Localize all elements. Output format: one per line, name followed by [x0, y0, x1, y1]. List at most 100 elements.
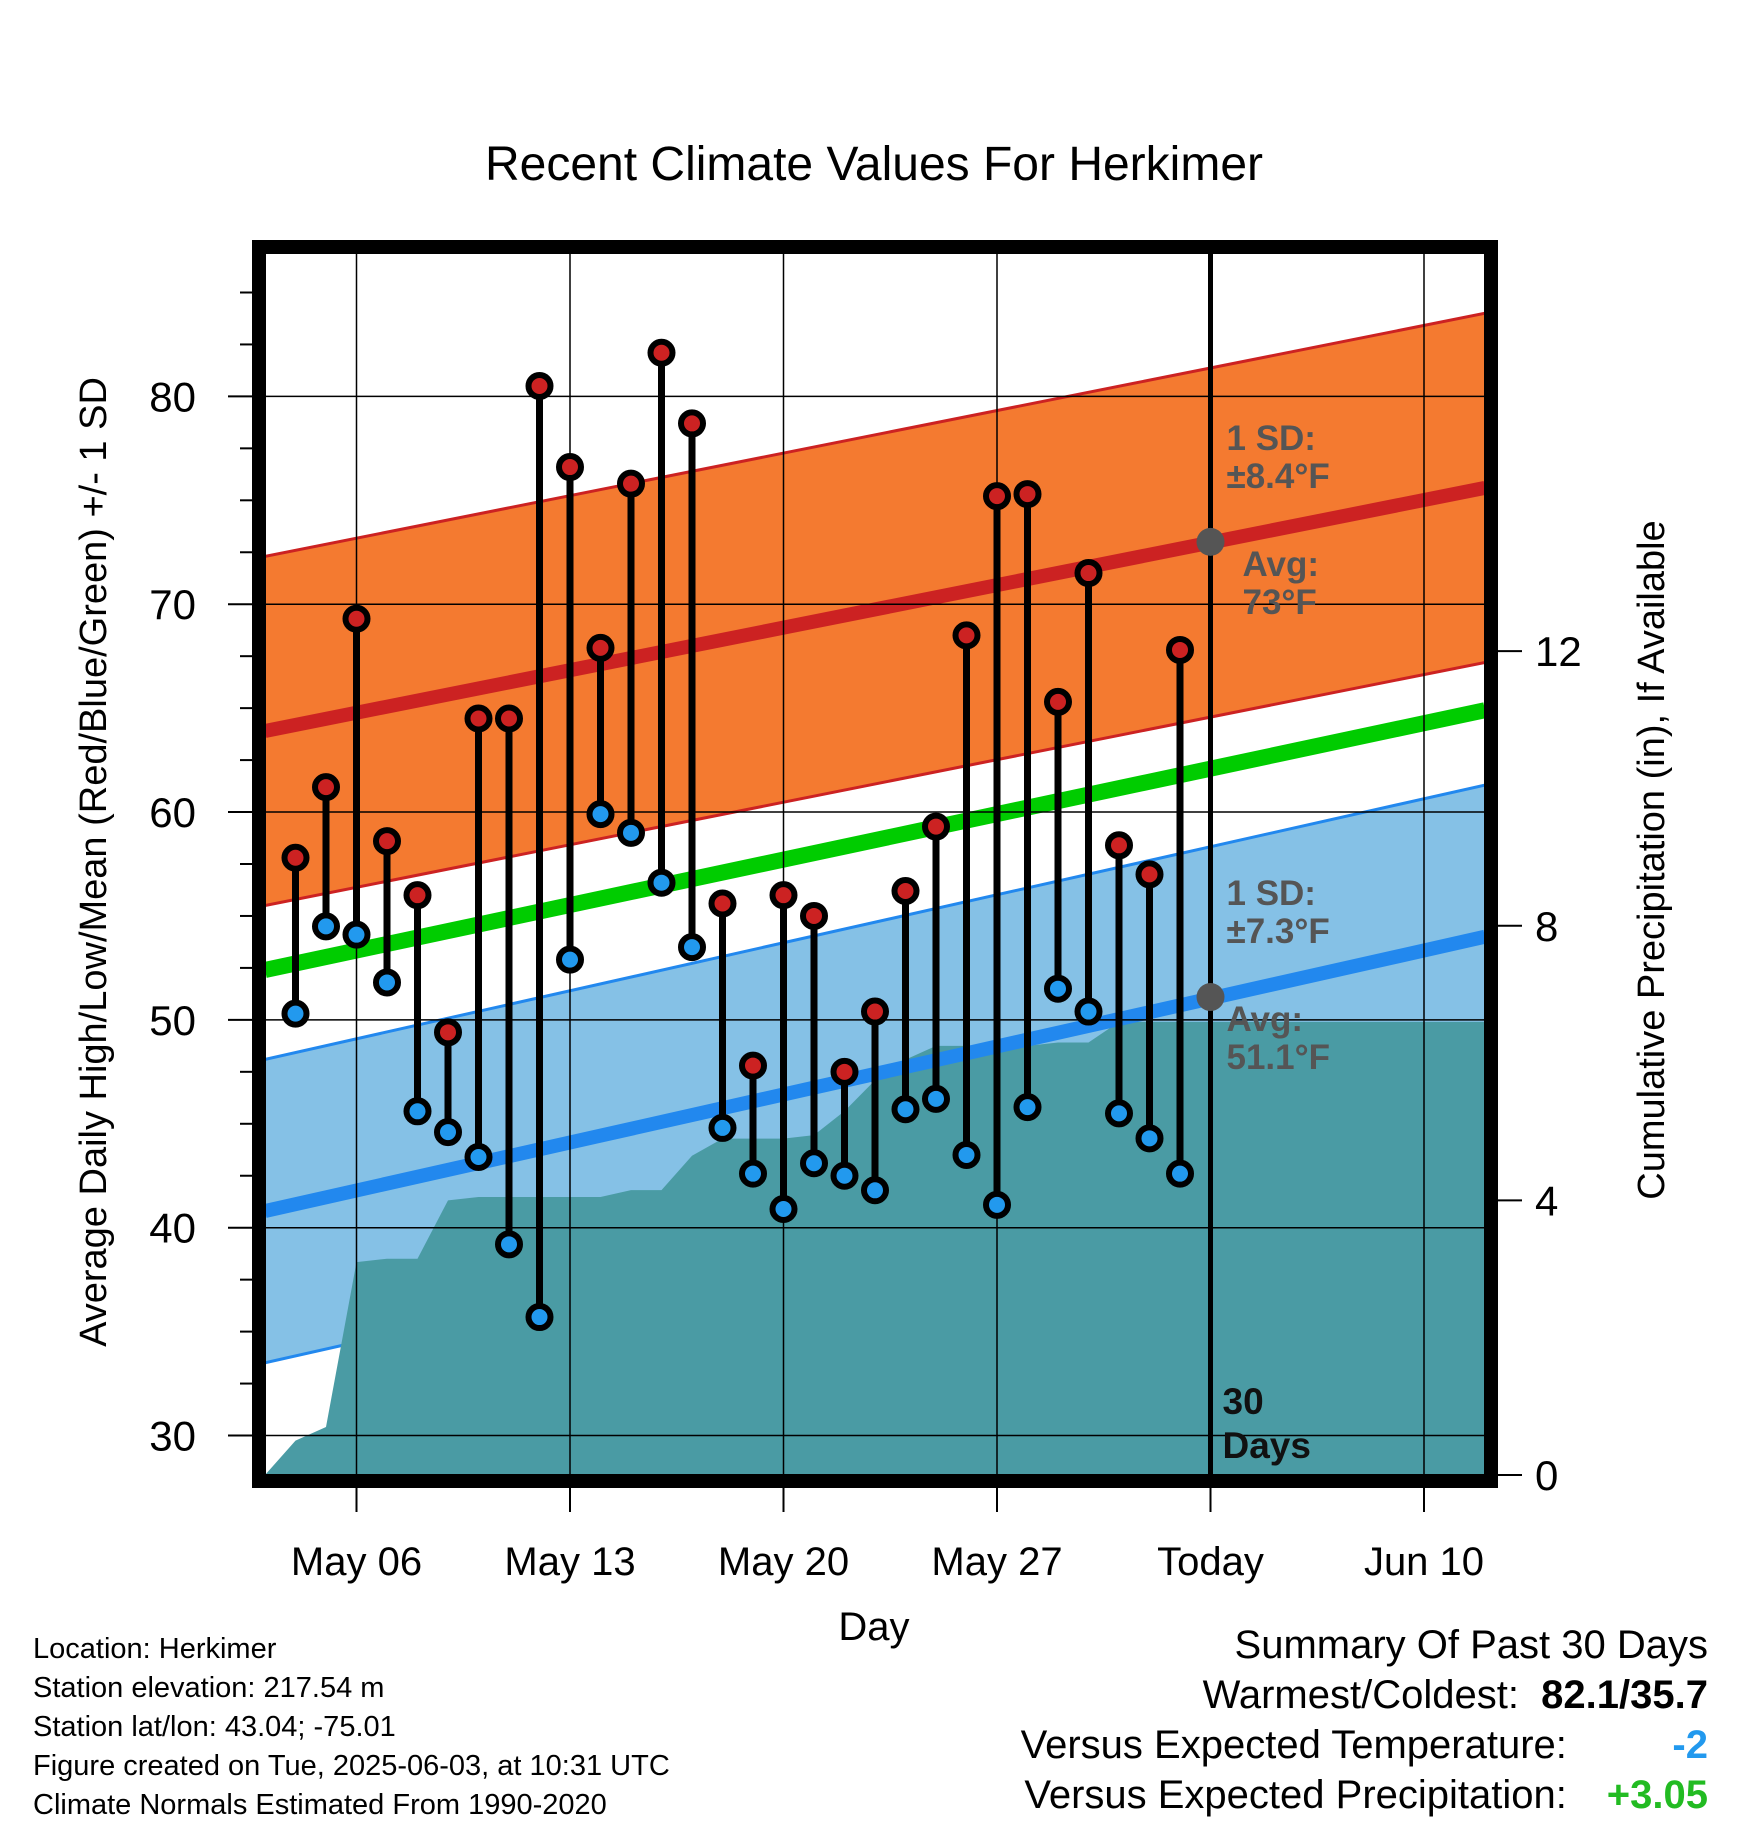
daily-low-point: [1074, 997, 1103, 1026]
summary-temp-label: Versus Expected Temperature:: [1020, 1723, 1567, 1767]
x-tick-label: May 20: [718, 1540, 849, 1584]
normal-high-line: [265, 480, 1485, 738]
plot-frame: [252, 240, 1498, 1488]
daily-low-point: [556, 945, 584, 974]
daily-high-point: [922, 812, 950, 841]
daily-high-point: [678, 409, 706, 438]
station-info: Location: Herkimer Station elevation: 21…: [33, 1630, 670, 1825]
y-axis-label: Average Daily High/Low/Mean (Red/Blue/Gr…: [73, 377, 115, 1347]
daily-low-point: [434, 1118, 462, 1147]
y2-tick-label: 0: [1535, 1452, 1558, 1499]
daily-low-point: [1044, 974, 1072, 1003]
normal-low-sd-band-upper-edge: [265, 783, 1485, 1061]
location-text: Location: Herkimer: [33, 1633, 277, 1665]
daily-low-point: [952, 1140, 981, 1169]
daily-low-point: [312, 912, 340, 941]
daily-low-point: [373, 968, 401, 997]
low-sd-annotation: 1 SD: ±7.3°F: [1227, 874, 1330, 951]
y2-tick-label: 4: [1535, 1177, 1558, 1224]
daily-low-point: [647, 868, 676, 897]
daily-high-point: [1074, 559, 1103, 588]
daily-low-point: [830, 1161, 859, 1190]
daily-high-point: [830, 1057, 859, 1086]
daily-high-point: [983, 482, 1011, 511]
y-tick-label: 40: [149, 1205, 196, 1252]
daily-low-point: [769, 1194, 798, 1223]
high-avg-annotation: Avg: 73°F: [1243, 545, 1319, 622]
daily-low-point: [983, 1190, 1011, 1219]
summary-temp-value: -2: [1672, 1723, 1708, 1767]
daily-high-point: [281, 843, 310, 872]
daily-low-point: [891, 1095, 920, 1124]
x-tick-label: Jun 10: [1364, 1540, 1484, 1584]
daily-high-point: [403, 881, 432, 910]
daily-high-point: [1044, 687, 1072, 716]
today-low-avg-point: [1196, 983, 1225, 1012]
x-tick-label: May 27: [931, 1540, 1062, 1584]
daily-low-point: [1105, 1099, 1133, 1128]
daily-low-point: [342, 920, 371, 949]
daily-high-point: [525, 372, 554, 401]
daily-high-point: [739, 1051, 767, 1080]
x-tick-label: May 06: [291, 1540, 422, 1584]
daily-low-point: [861, 1176, 889, 1205]
period-label: 30 Days: [1223, 1381, 1311, 1466]
summary-panel: Summary Of Past 30 Days Warmest/Coldest:…: [1021, 1620, 1708, 1820]
daily-low-point: [1135, 1124, 1164, 1153]
x-tick-label: Today: [1157, 1540, 1264, 1584]
daily-high-point: [342, 604, 371, 633]
daily-high-point: [800, 901, 828, 930]
high-sd-annotation: 1 SD: ±8.4°F: [1227, 419, 1330, 496]
daily-low-point: [586, 800, 615, 829]
daily-high-point: [769, 881, 798, 910]
daily-high-point: [952, 621, 981, 650]
y-tick-label: 80: [149, 373, 196, 420]
summary-warmest-label: Warmest/Coldest:: [1202, 1673, 1519, 1717]
normal-mean-line: [265, 702, 1485, 978]
daily-high-point: [647, 338, 676, 367]
daily-marks: [281, 338, 1225, 1332]
summary-warmest-row: Warmest/Coldest: 82.1/35.7: [1021, 1670, 1708, 1720]
daily-low-point: [525, 1303, 554, 1332]
daily-high-point: [617, 469, 645, 498]
daily-low-point: [281, 999, 310, 1028]
daily-high-point: [1013, 480, 1042, 509]
created-text: Figure created on Tue, 2025-06-03, at 10…: [33, 1750, 670, 1782]
daily-low-point: [464, 1143, 493, 1172]
daily-high-point: [1135, 860, 1164, 889]
daily-high-point: [373, 827, 401, 856]
daily-high-point: [464, 704, 493, 733]
y-tick-label: 60: [149, 789, 196, 836]
summary-precip-label: Versus Expected Precipitation:: [1024, 1773, 1567, 1817]
y2-tick-label: 8: [1535, 903, 1558, 950]
normals-text: Climate Normals Estimated From 1990-2020: [33, 1789, 607, 1821]
today-high-avg-point: [1196, 527, 1225, 556]
daily-low-point: [617, 818, 645, 847]
daily-low-point: [1013, 1093, 1042, 1122]
low-avg-annotation: Avg: 51.1°F: [1227, 1000, 1331, 1077]
daily-low-point: [495, 1230, 523, 1259]
daily-low-point: [678, 933, 706, 962]
daily-low-point: [708, 1113, 737, 1142]
y-tick-label: 70: [149, 581, 196, 628]
daily-high-point: [861, 997, 889, 1026]
y2-axis-label: Cumulative Precipitation (in), If Availa…: [1631, 520, 1673, 1199]
y-tick-label: 50: [149, 997, 196, 1044]
y-tick-label: 30: [149, 1413, 196, 1460]
daily-high-point: [891, 877, 920, 906]
summary-warmest-value: 82.1/35.7: [1541, 1673, 1708, 1717]
x-axis-label: Day: [838, 1605, 909, 1649]
x-tick-label: May 13: [504, 1540, 635, 1584]
daily-high-point: [1166, 635, 1194, 664]
daily-low-point: [1166, 1159, 1194, 1188]
daily-low-point: [800, 1149, 828, 1178]
normal-high-sd-band-upper-edge: [265, 311, 1485, 558]
latlon-text: Station lat/lon: 43.04; -75.01: [33, 1711, 396, 1743]
daily-low-point: [403, 1097, 432, 1126]
summary-precip-value: +3.05: [1606, 1773, 1708, 1817]
daily-high-point: [312, 773, 340, 802]
summary-title: Summary Of Past 30 Days: [1234, 1623, 1708, 1667]
chart-title: Recent Climate Values For Herkimer: [485, 138, 1263, 191]
daily-high-point: [556, 453, 584, 482]
